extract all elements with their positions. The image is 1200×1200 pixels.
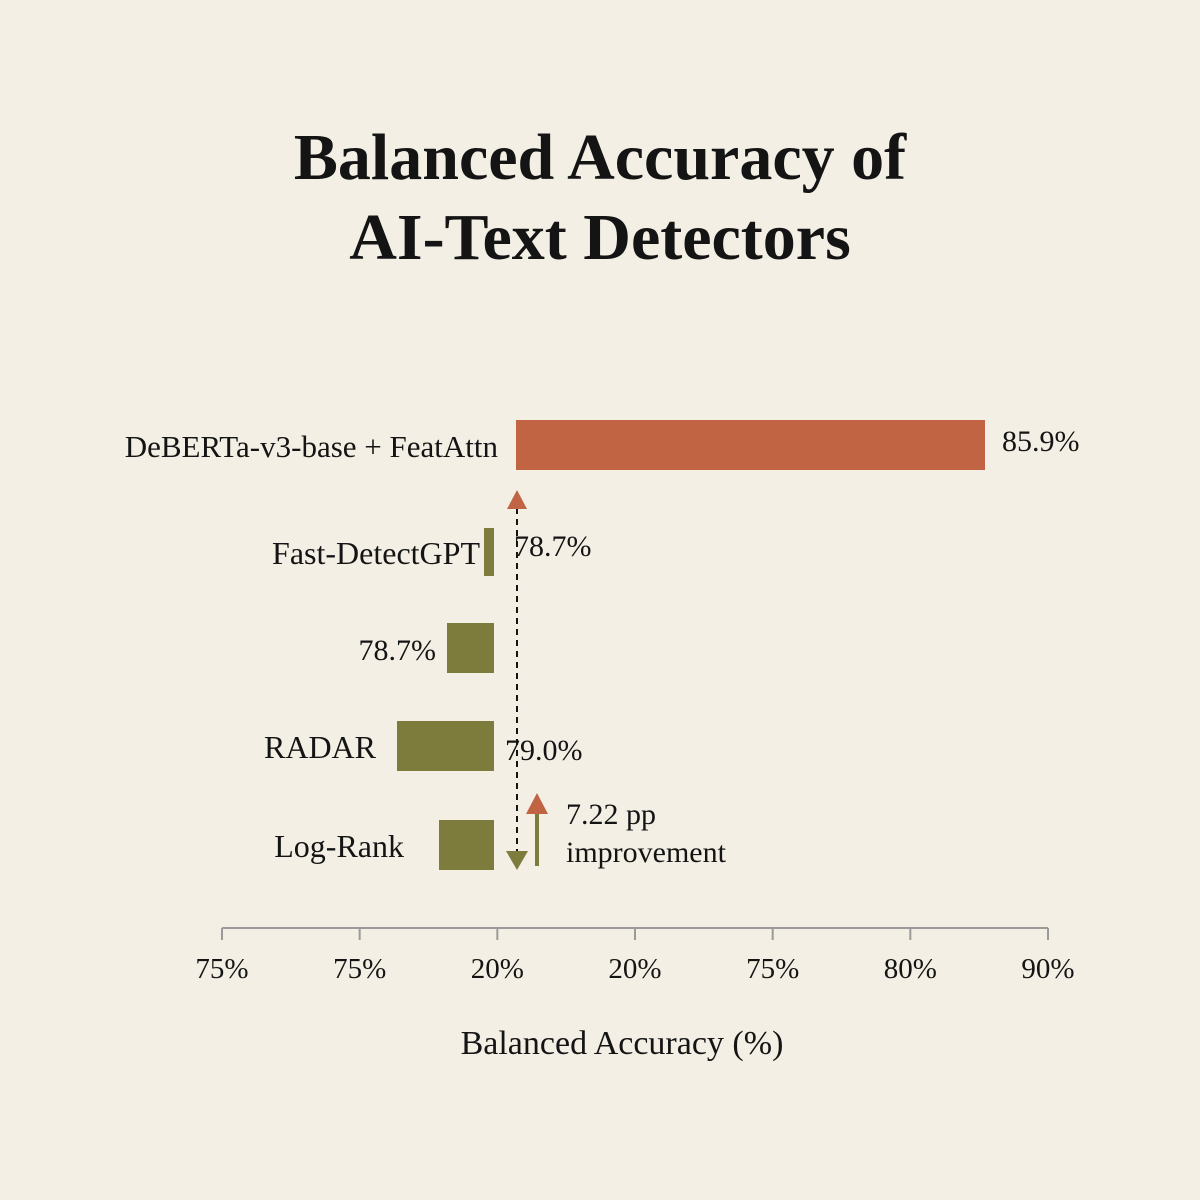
arrow-down-icon <box>506 851 528 870</box>
category-label-3: RADAR <box>264 729 377 765</box>
value-label-2: 78.7% <box>359 634 437 667</box>
arrow-up-icon <box>507 490 527 509</box>
annotation-text-line-2: improvement <box>566 836 727 869</box>
category-label-0: DeBERTa-v3-base + FeatAttn <box>125 429 499 464</box>
x-tick-label-3: 20% <box>608 953 661 985</box>
value-labels-group: 85.9%78.7%78.7%79.0% <box>359 425 1080 767</box>
category-labels-group: DeBERTa-v3-base + FeatAttn Fast-DetectGPT… <box>125 429 499 864</box>
improvement-arrow-up-icon <box>526 793 548 814</box>
bar-1 <box>484 528 494 576</box>
x-tick-label-4: 75% <box>746 953 799 985</box>
value-label-0: 85.9% <box>1002 425 1080 458</box>
bar-4 <box>439 820 494 870</box>
x-tick-label-0: 75% <box>195 953 248 985</box>
x-axis-title: Balanced Accuracy (%) <box>461 1025 784 1062</box>
annotation-text-line-1: 7.22 pp <box>566 798 656 831</box>
bar-3 <box>397 721 494 771</box>
bar-2 <box>447 623 494 673</box>
x-axis: 75% 75% 20% 20% 75% 80% 90% <box>195 927 1075 985</box>
bars-group <box>397 420 985 870</box>
x-tick-label-1: 75% <box>333 953 386 985</box>
chart-title-line-2: AI-Text Detectors <box>349 201 851 274</box>
x-tick-label-2: 20% <box>471 953 524 985</box>
bar-0 <box>516 420 985 470</box>
x-tick-label-6: 90% <box>1021 953 1074 985</box>
x-tick-label-5: 80% <box>884 953 937 985</box>
category-label-4: Log-Rank <box>274 828 404 864</box>
category-label-1: Fast-DetectGPT <box>272 535 480 571</box>
improvement-annotation: 7.22 pp improvement <box>506 490 727 870</box>
chart-title-line-1: Balanced Accuracy of <box>293 121 907 194</box>
value-label-1: 78.7% <box>514 530 592 563</box>
